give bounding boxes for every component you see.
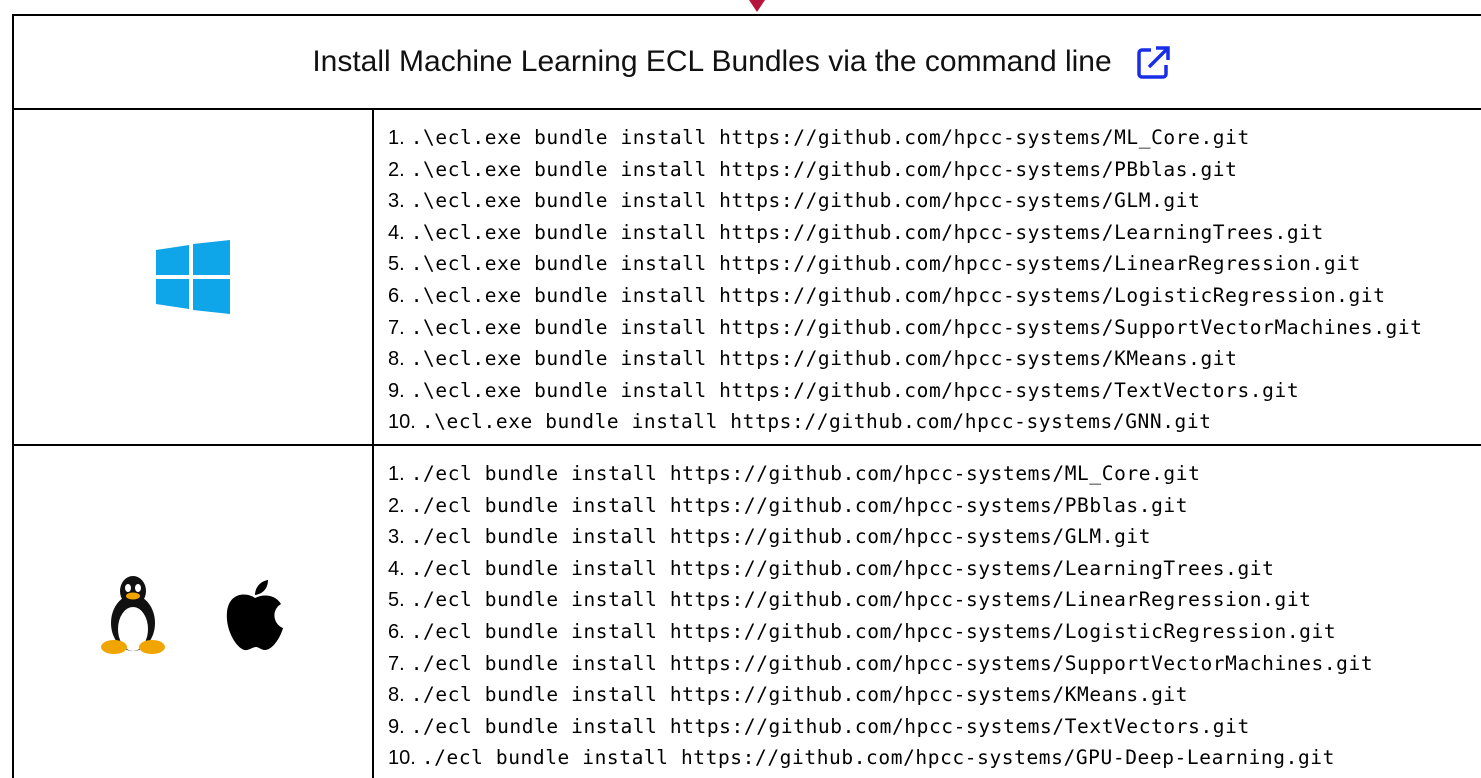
line-number: 3. [388,190,405,213]
line-number: 9. [388,715,405,738]
command-text: ./ecl bundle install https://github.com/… [410,588,1312,612]
command-text: .\ecl.exe bundle install https://github.… [421,410,1212,434]
line-number: 3. [388,526,405,549]
command-text: .\ecl.exe bundle install https://github.… [410,315,1423,339]
command-text: ./ecl bundle install https://github.com/… [410,683,1189,707]
command-text: ./ecl bundle install https://github.com/… [410,462,1201,485]
line-number: 8. [388,348,405,371]
command-line: 6. ./ecl bundle install https://github.co… [388,616,1373,648]
command-text: .\ecl.exe bundle install https://github.… [410,283,1386,307]
command-line: 5. ./ecl bundle install https://github.co… [388,584,1373,616]
line-number: 10. [388,411,416,434]
install-table: Install Machine Learning ECL Bundles via… [12,14,1481,778]
line-number: 7. [388,316,405,339]
command-line: 10. .\ecl.exe bundle install https://gith… [388,406,1423,438]
command-text: ./ecl bundle install https://github.com/… [410,651,1374,675]
line-number: 5. [388,253,405,276]
command-line: 1. ./ecl bundle install https://github.co… [388,458,1373,490]
command-text: ./ecl bundle install https://github.com/… [410,619,1337,643]
line-number: 10. [388,747,416,770]
command-line: 3. .\ecl.exe bundle install https://githu… [388,185,1423,217]
command-list: 1. .\ecl.exe bundle install https://githu… [374,110,1423,444]
linux-logo [101,576,165,654]
command-line: 4. ./ecl bundle install https://github.co… [388,553,1373,585]
external-link-icon[interactable] [1136,44,1172,80]
line-number: 1. [388,127,405,149]
line-number: 4. [388,221,405,244]
line-number: 2. [388,158,405,181]
line-number: 7. [388,652,405,675]
command-line: 9. .\ecl.exe bundle install https://githu… [388,375,1423,407]
command-text: ./ecl bundle install https://github.com/… [410,525,1152,549]
command-line: 7. ./ecl bundle install https://github.co… [388,648,1373,680]
line-number: 1. [388,463,405,485]
line-number: 6. [388,620,405,643]
command-text: .\ecl.exe bundle install https://github.… [410,126,1250,149]
line-number: 8. [388,684,405,707]
command-line: 3. ./ecl bundle install https://github.co… [388,521,1373,553]
command-text: .\ecl.exe bundle install https://github.… [410,347,1238,371]
linux-mac-row: 1. ./ecl bundle install https://github.co… [14,446,1481,778]
command-line: 9. ./ecl bundle install https://github.co… [388,711,1373,743]
command-text: .\ecl.exe bundle install https://github.… [410,252,1361,276]
line-number: 4. [388,557,405,580]
command-text: ./ecl bundle install https://github.com/… [421,746,1335,770]
command-line: 2. .\ecl.exe bundle install https://githu… [388,154,1423,186]
command-line: 10. ./ecl bundle install https://github.c… [388,742,1373,774]
title: Install Machine Learning ECL Bundles via… [312,45,1112,78]
command-line: 8. .\ecl.exe bundle install https://githu… [388,343,1423,375]
command-text: .\ecl.exe bundle install https://github.… [410,378,1300,402]
line-number: 6. [388,284,405,307]
windows-row: 1. .\ecl.exe bundle install https://githu… [14,110,1481,446]
icon-cell [14,110,374,444]
command-line: 4. .\ecl.exe bundle install https://githu… [388,217,1423,249]
command-text: .\ecl.exe bundle install https://github.… [410,189,1201,213]
line-number: 2. [388,494,405,517]
command-text: .\ecl.exe bundle install https://github.… [410,220,1324,244]
windows-logo [156,240,230,314]
command-line: 6. .\ecl.exe bundle install https://githu… [388,280,1423,312]
command-line: 7. .\ecl.exe bundle install https://githu… [388,312,1423,344]
command-text: ./ecl bundle install https://github.com/… [410,493,1189,517]
apple-logo [226,580,283,651]
pointer-arrow [749,0,765,12]
line-number: 9. [388,379,405,402]
command-line: 2. ./ecl bundle install https://github.co… [388,490,1373,522]
icon-cell [14,446,374,778]
command-line: 5. .\ecl.exe bundle install https://githu… [388,248,1423,280]
command-list: 1. ./ecl bundle install https://github.co… [374,446,1373,778]
command-line: 8. ./ecl bundle install https://github.co… [388,679,1373,711]
command-text: ./ecl bundle install https://github.com/… [410,714,1250,738]
command-text: .\ecl.exe bundle install https://github.… [410,157,1238,181]
line-number: 5. [388,589,405,612]
command-text: ./ecl bundle install https://github.com/… [410,556,1275,580]
command-line: 1. .\ecl.exe bundle install https://githu… [388,122,1423,154]
table-header: Install Machine Learning ECL Bundles via… [14,16,1481,110]
